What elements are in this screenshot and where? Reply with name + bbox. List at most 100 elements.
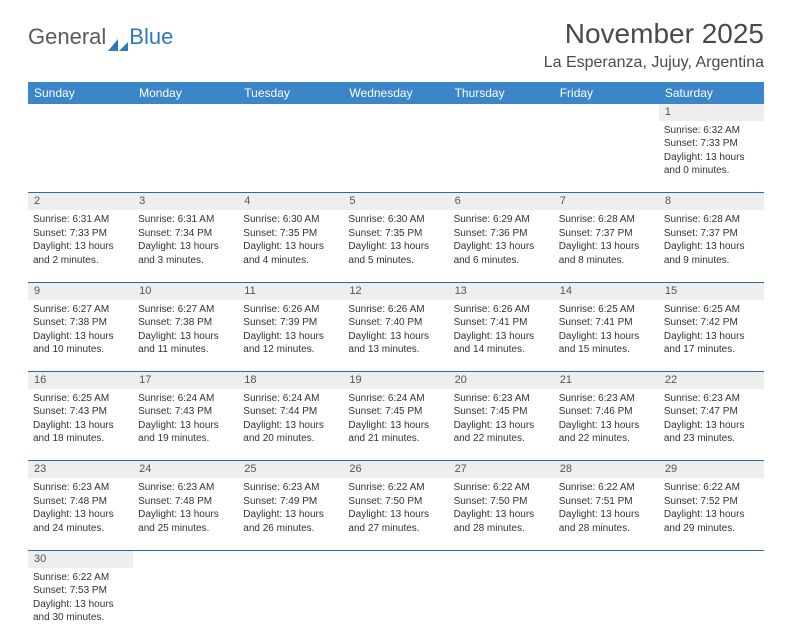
sunrise-text: Sunrise: 6:22 AM [559,481,654,495]
day-number: 1 [659,104,764,121]
sun-info: Sunrise: 6:23 AMSunset: 7:48 PMDaylight:… [33,481,128,535]
sunset-text: Sunset: 7:35 PM [243,227,338,241]
day-cell: Sunrise: 6:23 AMSunset: 7:46 PMDaylight:… [554,389,659,461]
sun-info: Sunrise: 6:29 AMSunset: 7:36 PMDaylight:… [454,213,549,267]
content-row: Sunrise: 6:31 AMSunset: 7:33 PMDaylight:… [28,210,764,282]
sun-info: Sunrise: 6:23 AMSunset: 7:46 PMDaylight:… [559,392,654,446]
sun-info: Sunrise: 6:26 AMSunset: 7:39 PMDaylight:… [243,303,338,357]
sun-info: Sunrise: 6:22 AMSunset: 7:50 PMDaylight:… [348,481,443,535]
daylight-text: Daylight: 13 hours and 25 minutes. [138,508,233,535]
daylight-text: Daylight: 13 hours and 27 minutes. [348,508,443,535]
day-number: 20 [449,372,554,389]
day-number: 23 [28,461,133,478]
sunset-text: Sunset: 7:33 PM [664,137,759,151]
sunset-text: Sunset: 7:45 PM [348,405,443,419]
sun-info: Sunrise: 6:31 AMSunset: 7:34 PMDaylight:… [138,213,233,267]
day-number: 13 [449,282,554,299]
day-number: 6 [449,193,554,210]
weekday-header: Tuesday [238,82,343,104]
sunset-text: Sunset: 7:49 PM [243,495,338,509]
day-cell: Sunrise: 6:24 AMSunset: 7:43 PMDaylight:… [133,389,238,461]
sunset-text: Sunset: 7:37 PM [559,227,654,241]
day-number [554,550,659,567]
sunrise-text: Sunrise: 6:23 AM [454,392,549,406]
day-number: 18 [238,372,343,389]
sunset-text: Sunset: 7:52 PM [664,495,759,509]
daynum-row: 9101112131415 [28,282,764,299]
day-cell: Sunrise: 6:29 AMSunset: 7:36 PMDaylight:… [449,210,554,282]
daynum-row: 1 [28,104,764,121]
sunset-text: Sunset: 7:38 PM [33,316,128,330]
sunrise-text: Sunrise: 6:31 AM [138,213,233,227]
weekday-header: Thursday [449,82,554,104]
day-cell: Sunrise: 6:28 AMSunset: 7:37 PMDaylight:… [554,210,659,282]
daylight-text: Daylight: 13 hours and 14 minutes. [454,330,549,357]
sunrise-text: Sunrise: 6:28 AM [664,213,759,227]
sunset-text: Sunset: 7:36 PM [454,227,549,241]
daylight-text: Daylight: 13 hours and 10 minutes. [33,330,128,357]
sunset-text: Sunset: 7:42 PM [664,316,759,330]
day-cell: Sunrise: 6:23 AMSunset: 7:47 PMDaylight:… [659,389,764,461]
sunrise-text: Sunrise: 6:30 AM [243,213,338,227]
day-cell: Sunrise: 6:24 AMSunset: 7:45 PMDaylight:… [343,389,448,461]
sunset-text: Sunset: 7:43 PM [138,405,233,419]
sunrise-text: Sunrise: 6:26 AM [243,303,338,317]
weekday-header: Monday [133,82,238,104]
day-cell [554,568,659,640]
sunset-text: Sunset: 7:35 PM [348,227,443,241]
daylight-text: Daylight: 13 hours and 4 minutes. [243,240,338,267]
content-row: Sunrise: 6:27 AMSunset: 7:38 PMDaylight:… [28,300,764,372]
sun-info: Sunrise: 6:30 AMSunset: 7:35 PMDaylight:… [243,213,338,267]
day-number: 7 [554,193,659,210]
day-number [449,104,554,121]
content-row: Sunrise: 6:22 AMSunset: 7:53 PMDaylight:… [28,568,764,640]
weekday-header: Saturday [659,82,764,104]
day-number: 21 [554,372,659,389]
day-cell: Sunrise: 6:25 AMSunset: 7:41 PMDaylight:… [554,300,659,372]
sunset-text: Sunset: 7:50 PM [454,495,549,509]
daynum-row: 2345678 [28,193,764,210]
sunrise-text: Sunrise: 6:24 AM [138,392,233,406]
day-number [238,104,343,121]
day-number: 4 [238,193,343,210]
day-number: 8 [659,193,764,210]
content-row: Sunrise: 6:25 AMSunset: 7:43 PMDaylight:… [28,389,764,461]
sun-info: Sunrise: 6:25 AMSunset: 7:43 PMDaylight:… [33,392,128,446]
day-number: 3 [133,193,238,210]
daylight-text: Daylight: 13 hours and 9 minutes. [664,240,759,267]
sun-info: Sunrise: 6:28 AMSunset: 7:37 PMDaylight:… [664,213,759,267]
sun-info: Sunrise: 6:24 AMSunset: 7:45 PMDaylight:… [348,392,443,446]
logo-text-blue: Blue [129,24,173,50]
day-number: 30 [28,550,133,567]
day-cell: Sunrise: 6:25 AMSunset: 7:42 PMDaylight:… [659,300,764,372]
day-cell [659,568,764,640]
weekday-header-row: SundayMondayTuesdayWednesdayThursdayFrid… [28,82,764,104]
daylight-text: Daylight: 13 hours and 24 minutes. [33,508,128,535]
day-number: 22 [659,372,764,389]
day-number: 17 [133,372,238,389]
day-cell: Sunrise: 6:22 AMSunset: 7:50 PMDaylight:… [343,478,448,550]
daylight-text: Daylight: 13 hours and 17 minutes. [664,330,759,357]
daylight-text: Daylight: 13 hours and 3 minutes. [138,240,233,267]
sunrise-text: Sunrise: 6:23 AM [664,392,759,406]
daynum-row: 30 [28,550,764,567]
sun-info: Sunrise: 6:22 AMSunset: 7:50 PMDaylight:… [454,481,549,535]
sunset-text: Sunset: 7:45 PM [454,405,549,419]
daynum-row: 16171819202122 [28,372,764,389]
day-cell: Sunrise: 6:27 AMSunset: 7:38 PMDaylight:… [28,300,133,372]
sunrise-text: Sunrise: 6:23 AM [243,481,338,495]
day-number [238,550,343,567]
sun-info: Sunrise: 6:24 AMSunset: 7:43 PMDaylight:… [138,392,233,446]
day-cell: Sunrise: 6:22 AMSunset: 7:51 PMDaylight:… [554,478,659,550]
sun-info: Sunrise: 6:23 AMSunset: 7:48 PMDaylight:… [138,481,233,535]
sun-info: Sunrise: 6:28 AMSunset: 7:37 PMDaylight:… [559,213,654,267]
day-cell [449,568,554,640]
day-number: 2 [28,193,133,210]
day-number: 27 [449,461,554,478]
sunrise-text: Sunrise: 6:24 AM [348,392,443,406]
daylight-text: Daylight: 13 hours and 20 minutes. [243,419,338,446]
sunset-text: Sunset: 7:37 PM [664,227,759,241]
sunset-text: Sunset: 7:40 PM [348,316,443,330]
day-number: 19 [343,372,448,389]
logo: GeneralBlue [28,24,173,50]
